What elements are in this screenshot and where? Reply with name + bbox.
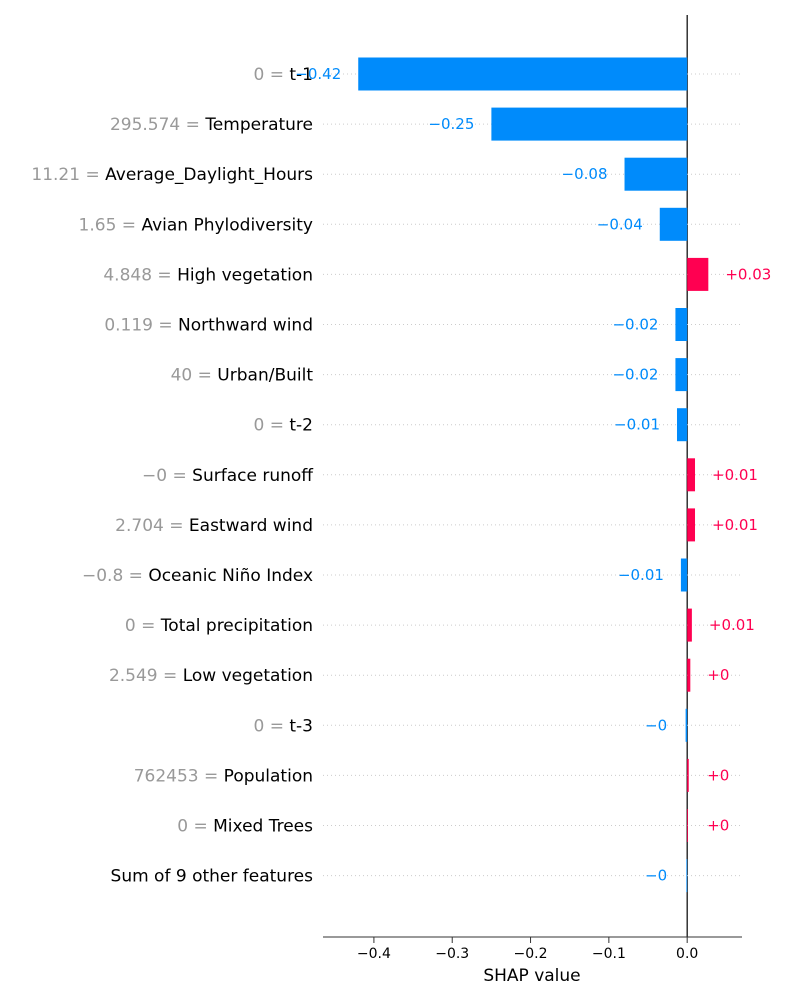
value-label: −0 (645, 867, 667, 885)
bar (687, 508, 696, 542)
value-label: −0.01 (618, 566, 664, 584)
feature-label: 40 = Urban/Built (171, 366, 314, 386)
feature-name: High vegetation (177, 265, 313, 285)
feature-label: 0 = t-2 (254, 416, 314, 436)
value-label: +0.01 (712, 516, 758, 534)
feature-label: 295.574 = Temperature (110, 115, 313, 135)
feature-value: 0 = (125, 616, 161, 636)
value-label: −0.42 (295, 65, 341, 83)
value-label: +0.01 (709, 616, 755, 634)
x-tick-label: −0.1 (592, 946, 626, 962)
feature-name: t-1 (289, 65, 313, 85)
bar (491, 107, 688, 141)
feature-name: Population (224, 766, 313, 786)
bar (687, 257, 709, 291)
value-label: +0 (707, 817, 729, 835)
x-axis-title: SHAP value (483, 966, 580, 986)
value-label: +0.01 (712, 466, 758, 484)
value-label: −0.25 (428, 115, 474, 133)
feature-name: Surface runoff (192, 466, 314, 486)
feature-name: Oceanic Niño Index (148, 566, 313, 586)
feature-label: 0.119 = Northward wind (104, 316, 313, 336)
x-tick-label: 0.0 (676, 946, 698, 962)
bar (680, 558, 688, 592)
x-tick-label: −0.4 (357, 946, 391, 962)
feature-name: Sum of 9 other features (111, 867, 314, 887)
value-label: +0 (707, 766, 729, 784)
feature-label: 0 = t-3 (254, 716, 314, 736)
feature-label: −0.8 = Oceanic Niño Index (82, 566, 313, 586)
feature-label: −0 = Surface runoff (142, 466, 314, 486)
feature-label: 0 = Total precipitation (125, 616, 313, 636)
feature-value: 0 = (254, 416, 290, 436)
feature-label: 11.21 = Average_Daylight_Hours (31, 165, 313, 185)
feature-value: 0 = (177, 817, 213, 837)
feature-label: Sum of 9 other features (111, 867, 314, 887)
feature-name: t-3 (289, 716, 313, 736)
grid-lines (323, 15, 742, 937)
value-label: −0.08 (562, 165, 608, 183)
feature-name: Total precipitation (160, 616, 313, 636)
value-label: −0.01 (614, 416, 660, 434)
feature-value: 40 = (171, 366, 218, 386)
feature-name: Low vegetation (183, 666, 313, 686)
feature-label: 0 = Mixed Trees (177, 817, 313, 837)
feature-name: Eastward wind (189, 516, 313, 536)
feature-name: Mixed Trees (213, 817, 313, 837)
bar (686, 859, 688, 893)
feature-value: 0 = (254, 65, 290, 85)
value-label: −0.02 (612, 366, 658, 384)
feature-name: Average_Daylight_Hours (105, 165, 313, 185)
feature-value: 1.65 = (79, 215, 142, 235)
feature-label: 0 = t-1 (254, 65, 314, 85)
bar (358, 57, 688, 91)
bars (358, 57, 709, 893)
bar (675, 308, 688, 341)
feature-name: Temperature (204, 115, 313, 135)
feature-label: 4.848 = High vegetation (103, 265, 313, 285)
bar (687, 608, 692, 642)
value-label: +0 (707, 666, 729, 684)
feature-name: Northward wind (178, 316, 313, 336)
feature-value: 4.848 = (103, 265, 177, 285)
feature-value: 762453 = (134, 766, 224, 786)
feature-labels: 0 = t-1 295.574 = Temperature 11.21 = Aver… (31, 65, 314, 887)
bar (687, 809, 688, 842)
feature-value: −0 = (142, 466, 192, 486)
feature-value: 295.574 = (110, 115, 205, 135)
value-label: −0.02 (612, 316, 658, 334)
feature-value: 11.21 = (31, 165, 105, 185)
bar (676, 408, 688, 442)
value-label: −0 (645, 716, 667, 734)
value-label: −0.04 (597, 215, 643, 233)
bar (685, 708, 688, 742)
feature-label: 2.549 = Low vegetation (109, 666, 313, 686)
feature-value: 2.704 = (115, 516, 189, 536)
bar (659, 207, 688, 241)
feature-value: 2.549 = (109, 666, 183, 686)
value-label: +0.03 (725, 265, 771, 283)
feature-label: 1.65 = Avian Phylodiversity (79, 215, 313, 235)
feature-value: −0.8 = (82, 566, 148, 586)
bar (687, 458, 696, 492)
feature-value: 0.119 = (104, 316, 178, 336)
bar (624, 157, 688, 191)
feature-label: 2.704 = Eastward wind (115, 516, 313, 536)
x-tick-label: −0.2 (514, 946, 548, 962)
value-labels: −0.42 −0.25 −0.08 −0.04 +0.03 −0.02 −0.02 −0.01… (295, 65, 771, 885)
feature-value: 0 = (254, 716, 290, 736)
feature-name: t-2 (289, 416, 313, 436)
bar (675, 358, 688, 392)
bar (687, 758, 689, 792)
bar (687, 658, 691, 692)
feature-label: 762453 = Population (134, 766, 313, 786)
feature-name: Urban/Built (217, 366, 313, 386)
x-tick-label: −0.3 (435, 946, 469, 962)
feature-name: Avian Phylodiversity (141, 215, 313, 235)
x-axis: −0.4 −0.3 −0.2 −0.1 0.0 (323, 936, 742, 962)
